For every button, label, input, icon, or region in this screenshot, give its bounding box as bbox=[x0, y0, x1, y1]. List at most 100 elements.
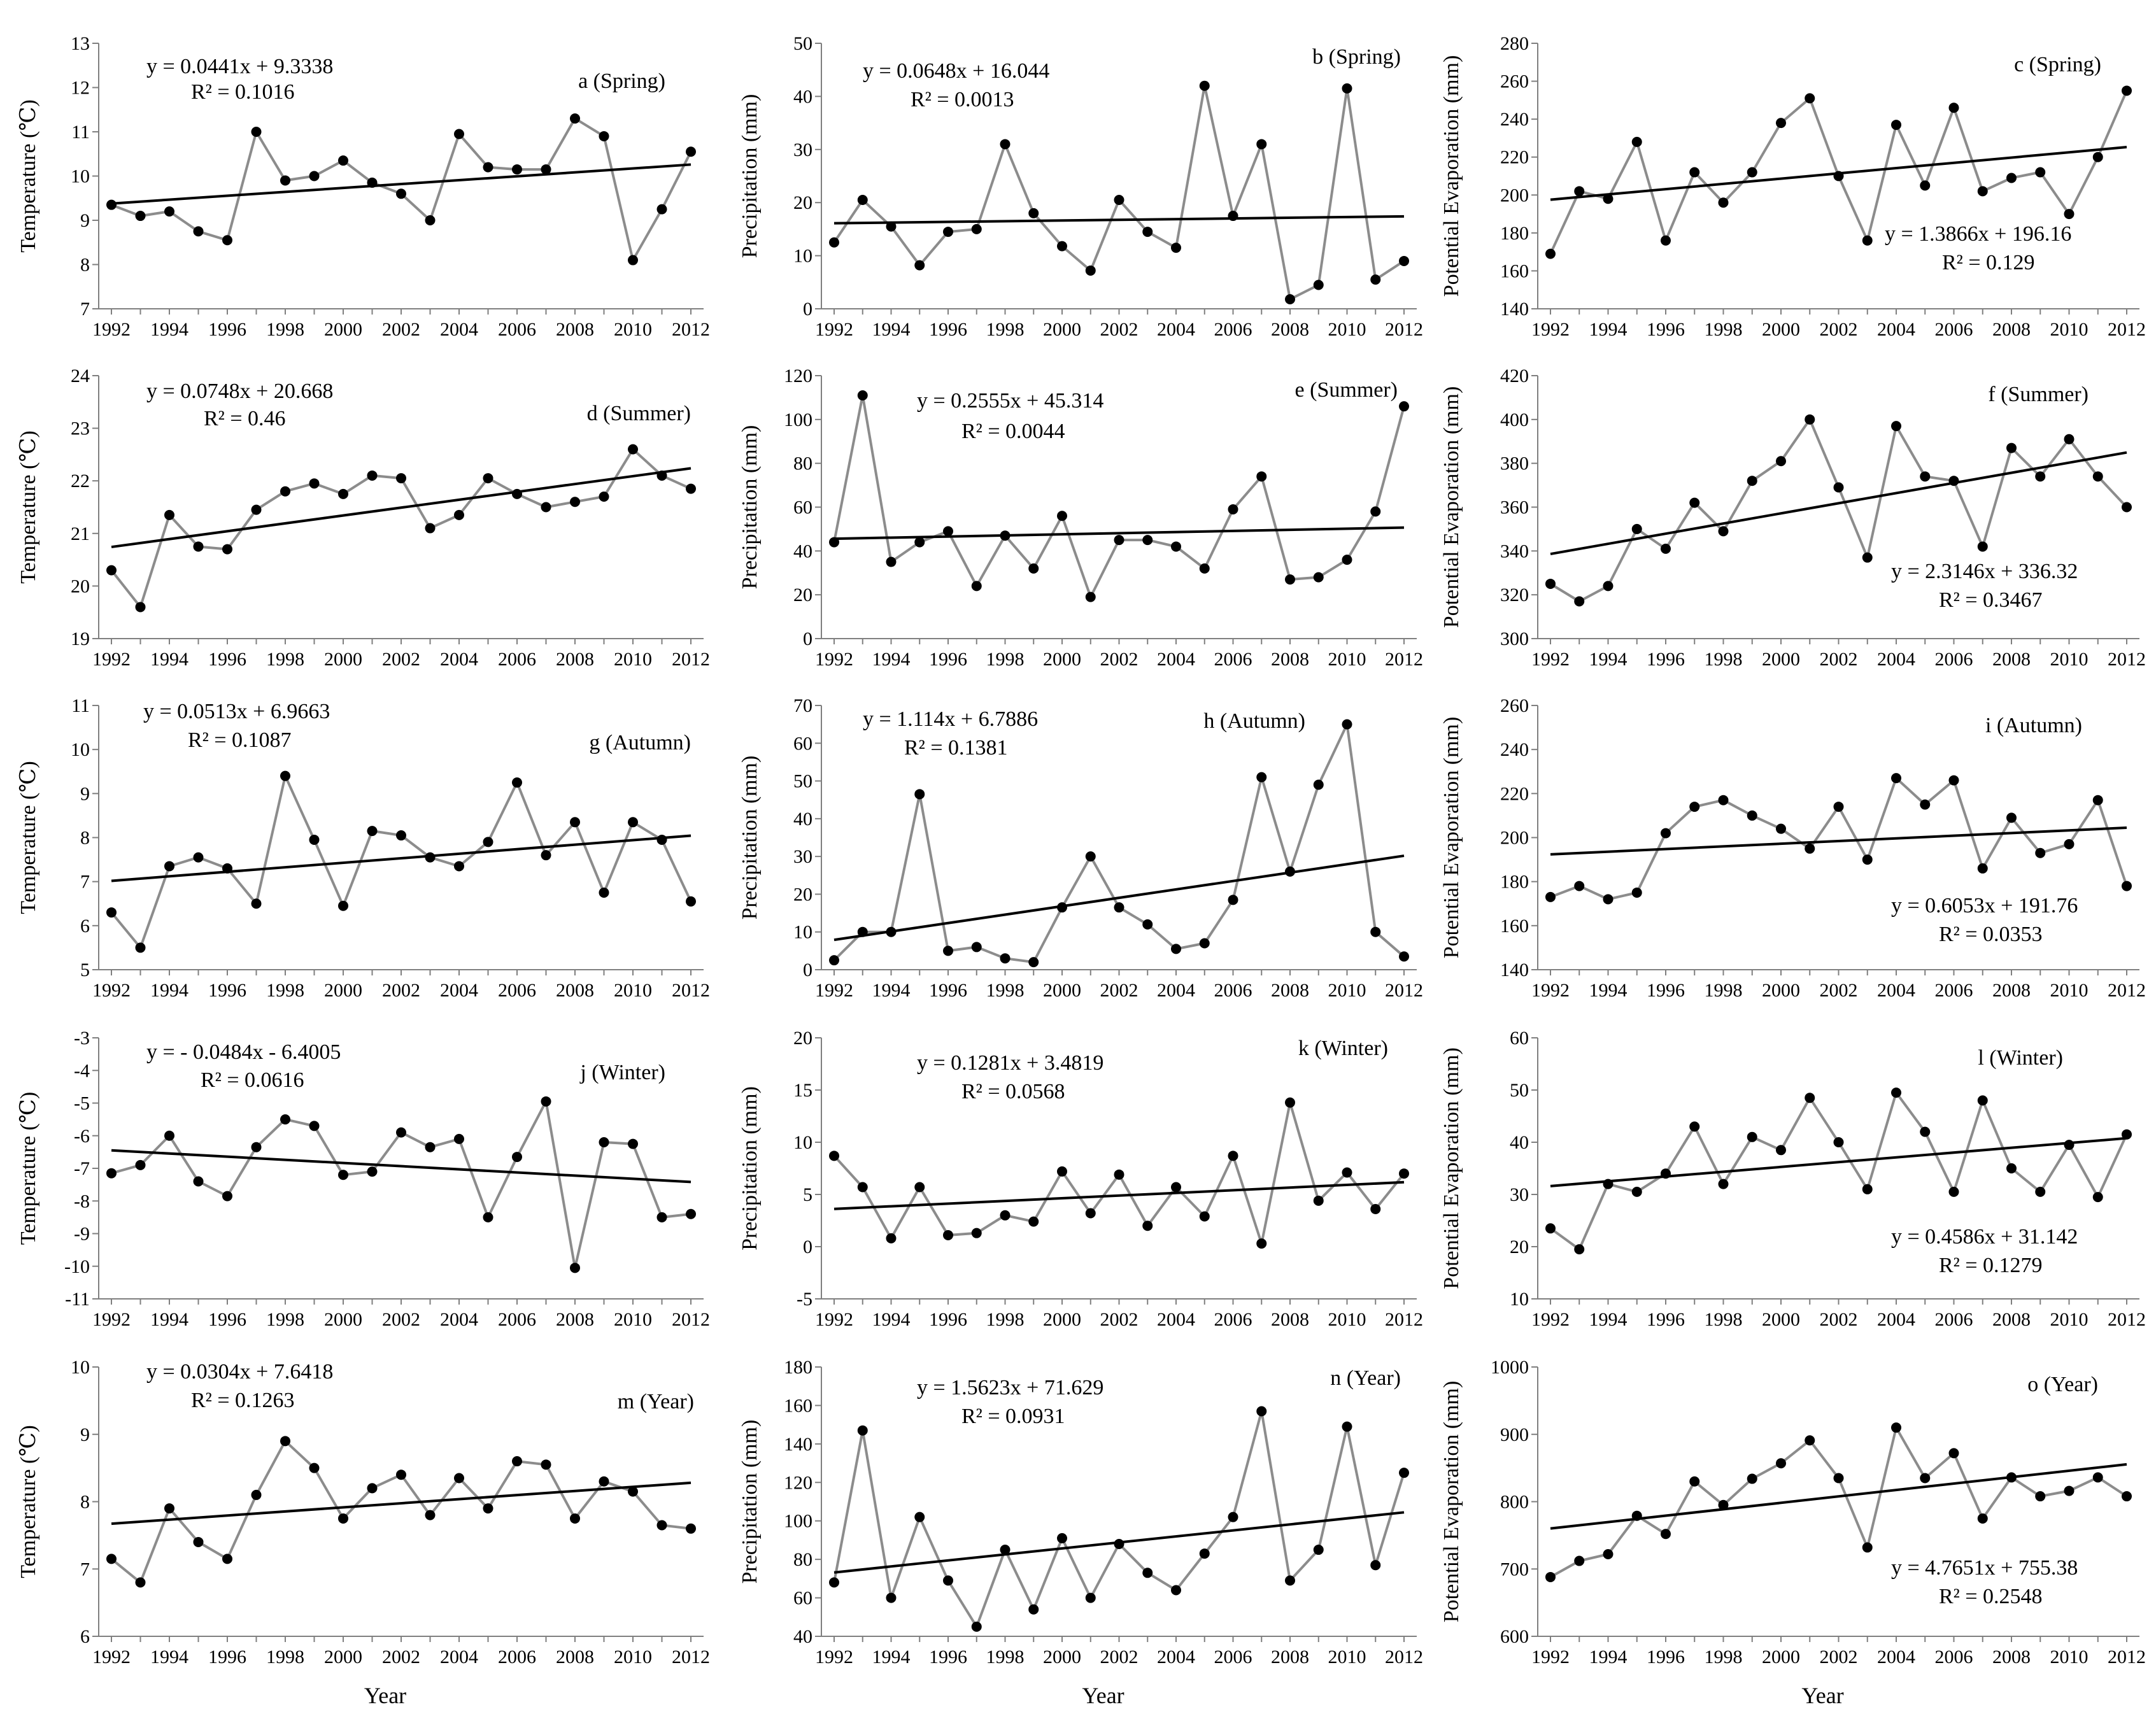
x-tick-label: 2004 bbox=[440, 319, 478, 340]
y-tick-label: 40 bbox=[793, 86, 812, 107]
y-tick-label: 240 bbox=[1500, 739, 1529, 760]
data-point bbox=[309, 171, 320, 181]
data-point bbox=[135, 602, 146, 613]
data-point bbox=[886, 1233, 897, 1243]
y-tick-label: 10 bbox=[71, 1357, 90, 1378]
data-point bbox=[2035, 167, 2046, 178]
data-point bbox=[914, 260, 925, 271]
panel-title: c (Spring) bbox=[2014, 53, 2101, 76]
data-point bbox=[2064, 209, 2074, 220]
data-point bbox=[1114, 902, 1124, 913]
y-axis-label: Potential Evaporation (mm) bbox=[1440, 55, 1463, 297]
data-point bbox=[886, 556, 897, 567]
data-point bbox=[1000, 1545, 1011, 1555]
data-point bbox=[2092, 1472, 2103, 1483]
x-tick-label: 2012 bbox=[672, 980, 710, 1001]
data-point bbox=[829, 1577, 839, 1588]
x-tick-label: 1994 bbox=[872, 1647, 911, 1668]
data-point bbox=[1948, 103, 1959, 113]
data-point bbox=[1833, 802, 1844, 812]
y-tick-label: 0 bbox=[803, 628, 812, 649]
x-tick-label: 1994 bbox=[150, 1647, 188, 1668]
data-point bbox=[541, 850, 551, 861]
data-point bbox=[943, 227, 953, 237]
data-point bbox=[1977, 1513, 1988, 1524]
x-tick-label: 1992 bbox=[92, 980, 131, 1001]
x-tick-label: 2010 bbox=[2050, 1647, 2089, 1668]
y-tick-label: 260 bbox=[1500, 695, 1529, 716]
r-squared: R² = 0.2548 bbox=[1939, 1585, 2043, 1608]
data-point bbox=[106, 907, 117, 918]
x-tick-label: 1992 bbox=[1531, 1647, 1570, 1668]
data-point bbox=[1313, 280, 1324, 290]
trend-line bbox=[833, 854, 1405, 942]
data-point bbox=[599, 131, 609, 141]
x-tick-label: 2012 bbox=[2108, 1647, 2146, 1668]
data-point bbox=[309, 478, 320, 489]
y-axis-label: Potential Evaporation (mm) bbox=[1440, 1047, 1463, 1289]
x-tick-label: 2006 bbox=[1935, 649, 1973, 670]
data-point bbox=[971, 581, 982, 591]
trend-equation: y = 1.114x + 6.7886 bbox=[863, 707, 1038, 731]
data-point bbox=[541, 502, 551, 513]
data-point bbox=[425, 523, 436, 534]
data-point bbox=[1776, 1145, 1786, 1156]
data-point bbox=[1833, 1473, 1844, 1484]
x-tick-label: 2010 bbox=[1328, 319, 1366, 340]
data-point bbox=[280, 486, 290, 497]
panel-m: 6 7 8 9 10 1992 1994 1996 1998 2000 2002 2004 2006 20… bbox=[17, 1357, 710, 1708]
data-point bbox=[454, 509, 464, 520]
x-tick-label: 1998 bbox=[986, 649, 1025, 670]
data-point bbox=[1342, 1421, 1352, 1432]
x-tick-label: 2002 bbox=[1100, 649, 1138, 670]
x-tick-label: 2004 bbox=[1157, 1309, 1195, 1330]
data-point bbox=[106, 1554, 117, 1564]
data-point bbox=[106, 565, 117, 576]
x-tick-label: 2000 bbox=[324, 649, 362, 670]
x-tick-label: 2008 bbox=[1271, 1309, 1309, 1330]
x-tick-label: 2008 bbox=[1271, 980, 1309, 1001]
data-point bbox=[1718, 526, 1729, 537]
data-point bbox=[1285, 866, 1295, 877]
data-point bbox=[396, 830, 406, 841]
data-point bbox=[425, 1510, 436, 1520]
y-tick-label: 300 bbox=[1500, 628, 1529, 649]
data-point bbox=[541, 164, 551, 175]
data-point bbox=[1313, 1545, 1324, 1555]
data-point bbox=[1370, 506, 1381, 517]
x-tick-label: 1996 bbox=[1647, 319, 1685, 340]
r-squared: R² = 0.46 bbox=[204, 407, 286, 430]
data-point bbox=[570, 1263, 580, 1273]
data-point bbox=[1256, 471, 1267, 482]
data-point bbox=[541, 1096, 551, 1107]
x-tick-label: 1996 bbox=[208, 319, 246, 340]
data-point bbox=[1920, 1473, 1931, 1484]
x-tick-label: 1996 bbox=[929, 980, 967, 1001]
x-tick-label: 2010 bbox=[2050, 319, 2089, 340]
data-point bbox=[425, 215, 436, 225]
trend-equation: y = 4.7651x + 755.38 bbox=[1891, 1556, 2078, 1580]
data-point bbox=[2035, 1186, 2046, 1197]
y-tick-label: 40 bbox=[793, 809, 812, 830]
data-point bbox=[193, 226, 204, 237]
x-tick-label: 2002 bbox=[382, 649, 420, 670]
x-tick-label: 2006 bbox=[498, 649, 536, 670]
data-point bbox=[135, 942, 146, 953]
data-point bbox=[367, 826, 378, 837]
data-point bbox=[1718, 1179, 1729, 1189]
x-tick-label: 2000 bbox=[1043, 319, 1081, 340]
x-tick-label: 1994 bbox=[150, 980, 188, 1001]
data-point bbox=[1114, 1169, 1124, 1180]
x-tick-label: 1998 bbox=[266, 649, 304, 670]
y-tick-label: 60 bbox=[793, 1588, 812, 1609]
data-point bbox=[1142, 919, 1153, 930]
x-tick-label: 2012 bbox=[672, 1309, 710, 1330]
x-tick-label: 2010 bbox=[1328, 980, 1366, 1001]
data-point bbox=[943, 1229, 953, 1240]
r-squared: R² = 0.0013 bbox=[911, 88, 1014, 111]
data-point bbox=[1085, 1592, 1096, 1603]
data-point bbox=[886, 221, 897, 232]
trend-line bbox=[111, 834, 691, 882]
data-point bbox=[1805, 1435, 1815, 1446]
data-point bbox=[886, 926, 897, 937]
